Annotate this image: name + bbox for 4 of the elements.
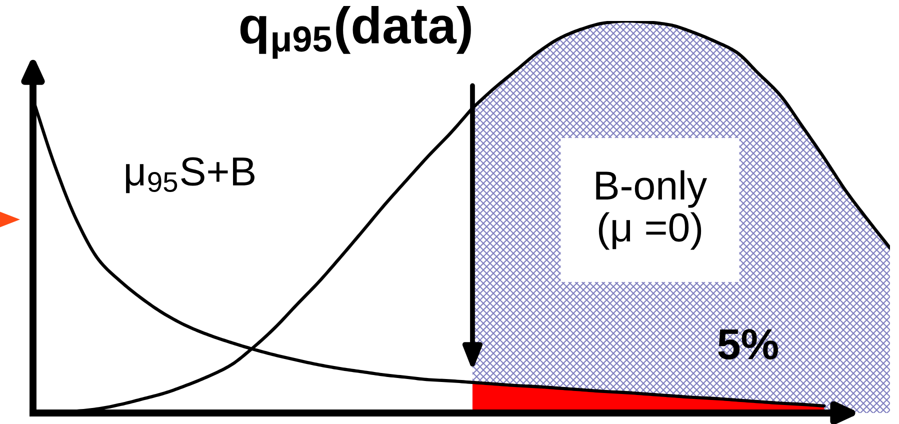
series-label: B-only (μ =0)	[596, 170, 708, 250]
chart-title: q$_{μ95}$(data)	[240, 6, 471, 59]
series-label: μ$_{95}$S+B	[126, 157, 254, 194]
annotation: 5%	[718, 329, 778, 360]
